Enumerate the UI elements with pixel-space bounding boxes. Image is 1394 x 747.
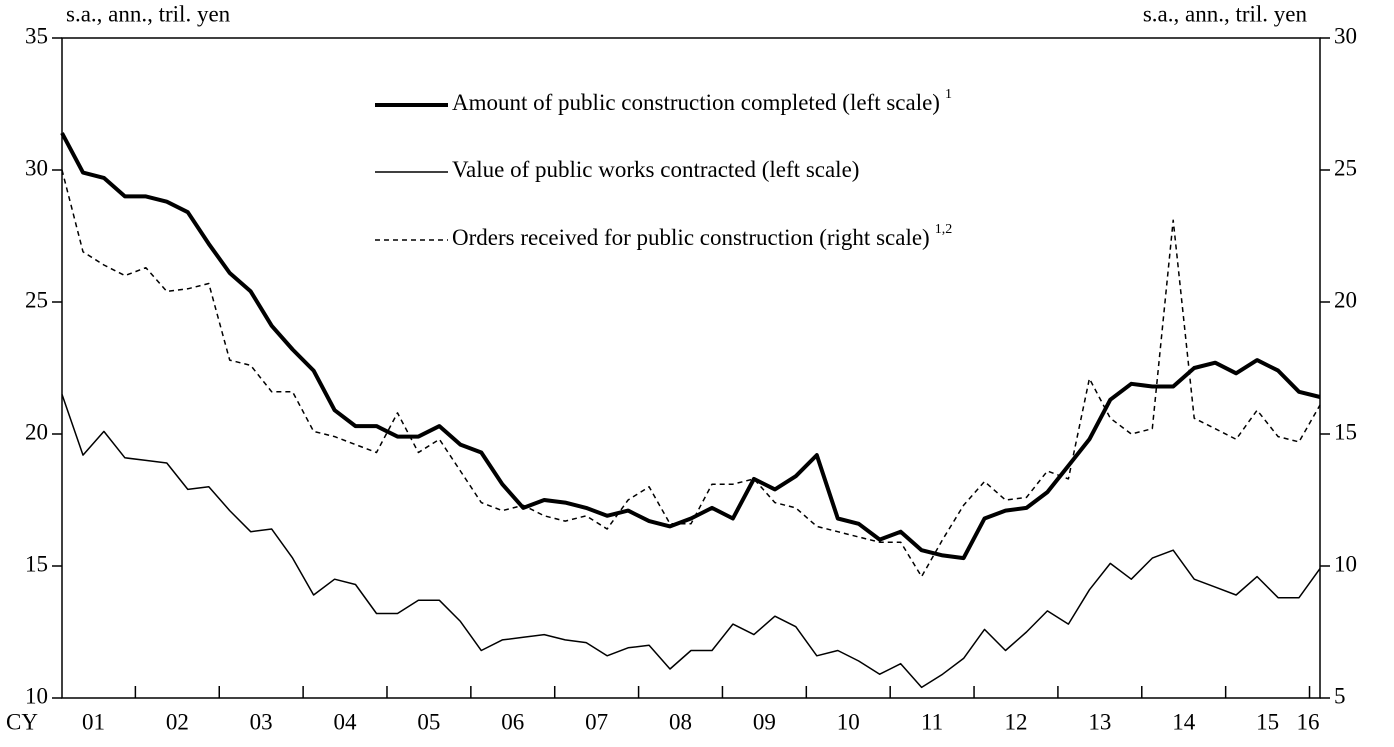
y2-axis-label: s.a., ann., tril. yen — [1143, 1, 1308, 26]
legend-name: Amount of public construction completed … — [452, 90, 940, 115]
x-tick-label: 10 — [837, 709, 860, 734]
legend-name: Value of public works contracted (left s… — [452, 157, 859, 182]
x-tick-label: 04 — [334, 709, 358, 734]
y-axis-label: s.a., ann., tril. yen — [66, 1, 231, 26]
x-tick-label: 01 — [82, 709, 105, 734]
y-tick-label: 15 — [25, 551, 48, 576]
legend-note: 1,2 — [935, 222, 953, 237]
y2-tick-label: 20 — [1334, 287, 1357, 312]
x-tick-label: 16 — [1297, 709, 1320, 734]
legend-label: Amount of public construction completed … — [452, 87, 952, 115]
y-tick-label: 25 — [25, 287, 48, 312]
x-tick-label: 05 — [417, 709, 440, 734]
x-tick-label: 14 — [1172, 709, 1196, 734]
legend-note: 1 — [945, 87, 952, 102]
y2-tick-label: 15 — [1334, 419, 1357, 444]
y2-tick-label: 5 — [1334, 683, 1346, 708]
series-line — [61, 169, 1321, 578]
x-tick-label: 07 — [585, 709, 608, 734]
x-tick-label: 15 — [1256, 709, 1279, 734]
y-tick-label: 30 — [25, 155, 48, 180]
y2-tick-label: 30 — [1334, 23, 1357, 48]
x-axis-label: CY — [6, 709, 38, 734]
y2-tick-label: 25 — [1334, 155, 1357, 180]
series-line — [61, 394, 1321, 689]
series-line — [60, 132, 1321, 561]
x-tick-label: 06 — [501, 709, 524, 734]
y-tick-label: 20 — [25, 419, 48, 444]
x-tick-label: 09 — [753, 709, 776, 734]
x-tick-label: 02 — [166, 709, 189, 734]
legend-name: Orders received for public construction … — [452, 225, 930, 250]
y2-tick-label: 10 — [1334, 551, 1357, 576]
y-tick-label: 10 — [25, 683, 48, 708]
legend-label: Value of public works contracted (left s… — [452, 157, 859, 182]
x-tick-label: 03 — [250, 709, 273, 734]
x-tick-label: 08 — [669, 709, 692, 734]
x-tick-label: 13 — [1088, 709, 1111, 734]
plot-frame — [61, 37, 1321, 699]
y-tick-label: 35 — [25, 23, 48, 48]
x-tick-label: 11 — [921, 709, 943, 734]
x-tick-label: 12 — [1004, 709, 1027, 734]
legend-label: Orders received for public construction … — [452, 222, 952, 250]
